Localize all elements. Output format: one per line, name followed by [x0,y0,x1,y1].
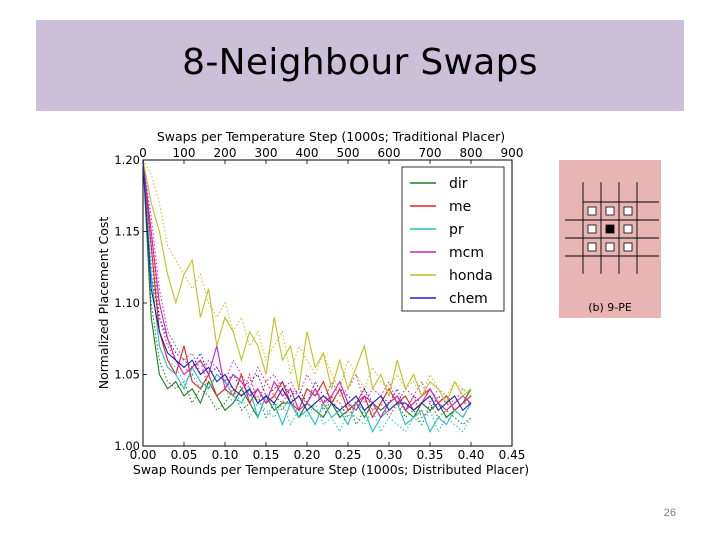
x-tick-label: 0.20 [294,448,321,462]
top-tick-label: 800 [460,146,483,160]
pe-grid-diagram: (b) 9-PE [565,182,659,314]
pe-cell [623,242,633,252]
top-tick-label: 0 [139,146,147,160]
y-tick-label: 1.00 [114,439,140,453]
x-axis-label: Swap Rounds per Temperature Step (1000s;… [133,462,529,477]
distributed-series-lines [142,159,472,433]
x-tick-label: 0.35 [417,448,444,462]
legend-label-pr: pr [449,222,464,238]
legend-label-chem: chem [449,291,488,307]
top-tick-label: 600 [378,146,401,160]
x-axis-ticks: 0.00 0.05 0.10 0.15 0.20 0.25 0.30 0.35 0.40 0.45 [130,442,526,462]
y-axis-ticks: 1.00 1.05 1.10 1.15 1.20 [114,153,147,453]
top-tick-label: 400 [296,146,319,160]
x-tick-label: 0.00 [130,448,157,462]
legend-label-honda: honda [449,268,493,284]
pe-grid-lines [565,182,659,274]
pe-cell [587,206,597,216]
y-axis-label: Normalized Placement Cost [96,217,111,390]
x-tick-label: 0.30 [376,448,403,462]
top-tick-label: 500 [337,146,360,160]
slide-title: 8-Neighbour Swaps [182,42,538,83]
y-tick-label: 1.10 [114,296,140,310]
pe-cell [623,224,633,234]
legend-label-dir: dir [449,176,468,192]
x-tick-label: 0.25 [335,448,362,462]
top-tick-label: 300 [255,146,278,160]
series-line-traditional-honda [142,159,472,398]
pe-cells [587,206,633,252]
x-tick-label: 0.45 [499,448,526,462]
pe-cell [605,206,615,216]
pe-cell [587,242,597,252]
x-tick-label: 0.10 [212,448,239,462]
legend-label-me: me [449,199,471,215]
inset-caption: (b) 9-PE [588,301,632,314]
pe-grid-inset: (b) 9-PE [559,160,661,318]
x-tick-label: 0.05 [171,448,198,462]
y-tick-label: 1.20 [114,153,140,167]
pe-cell [623,206,633,216]
legend-box [401,166,505,312]
pe-cell [605,242,615,252]
series-line-honda [142,159,472,405]
pe-cell [587,224,597,234]
series-line-traditional-chem [142,159,471,412]
title-band: 8-Neighbour Swaps [36,20,684,111]
top-axis-ticks: 0 100 200 300 400 500 600 700 800 900 [139,146,523,164]
series-line-mcm [142,159,472,419]
top-tick-label: 900 [501,146,524,160]
legend-label-mcm: mcm [449,245,484,261]
series-line-traditional-pr [142,159,472,433]
top-tick-label: 200 [214,146,237,160]
y-tick-label: 1.05 [114,368,140,382]
chart-title: Swaps per Temperature Step (1000s; Tradi… [157,129,505,144]
series-line-chem [142,159,472,412]
legend: dir me pr mcm honda chem [401,166,505,312]
x-tick-label: 0.40 [458,448,485,462]
page-number: 26 [663,507,676,519]
top-tick-label: 700 [419,146,442,160]
top-tick-label: 100 [173,146,196,160]
pe-cell-center [605,224,615,234]
y-tick-label: 1.15 [114,225,140,239]
x-tick-label: 0.15 [253,448,280,462]
